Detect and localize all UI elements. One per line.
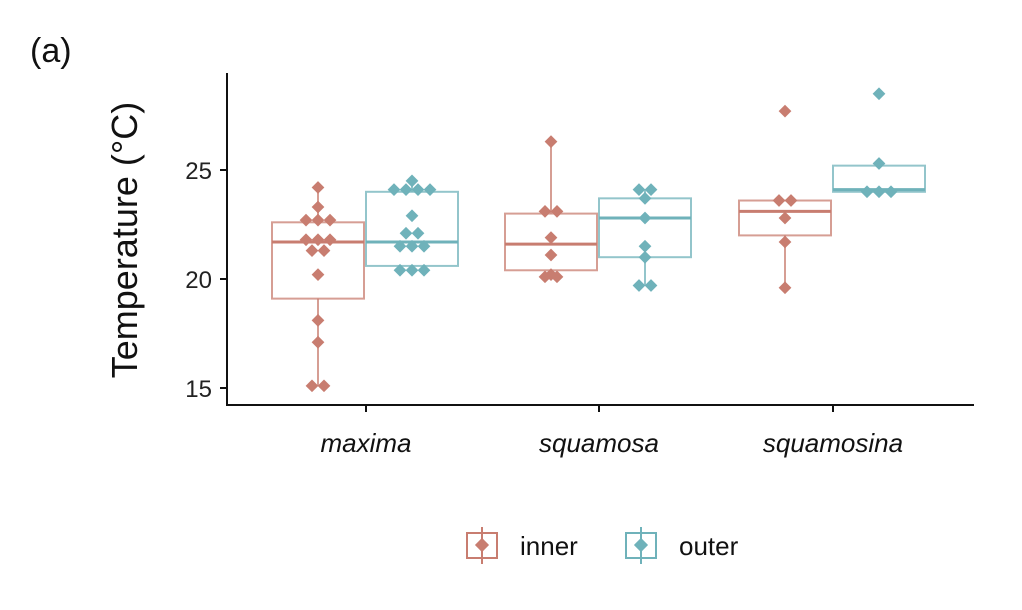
data-point <box>644 279 658 292</box>
legend-key-point <box>474 537 490 553</box>
data-point <box>305 379 319 393</box>
y-axis-label: Temperature (°C) <box>104 102 145 378</box>
legend-label-outer: outer <box>679 531 739 561</box>
data-point <box>544 248 558 262</box>
data-point <box>311 233 325 247</box>
box-outer-squamosina <box>832 87 926 199</box>
box-iqr <box>365 190 459 267</box>
data-point <box>778 211 792 225</box>
data-point <box>305 244 319 258</box>
data-point <box>323 213 337 227</box>
data-point <box>417 239 431 253</box>
data-point <box>860 185 874 199</box>
data-point <box>423 183 437 196</box>
data-point <box>393 263 407 277</box>
data-point <box>323 233 337 247</box>
data-point <box>784 194 798 207</box>
data-point <box>311 213 325 227</box>
data-point <box>405 209 419 223</box>
box-outer-squamosa <box>598 183 692 292</box>
x-tick-label: maxima <box>320 428 411 458</box>
data-point <box>778 235 792 249</box>
data-point <box>638 250 652 264</box>
data-point <box>299 233 313 247</box>
data-point <box>417 263 431 277</box>
data-point <box>632 279 646 292</box>
data-point <box>311 181 325 194</box>
box-inner-squamosina <box>738 104 832 295</box>
data-point <box>405 174 419 188</box>
data-point <box>772 194 786 207</box>
data-point <box>411 226 425 240</box>
legend: inner outer <box>466 527 739 564</box>
x-tick-label: squamosa <box>539 428 659 458</box>
box-outer-maxima <box>365 174 459 277</box>
data-point <box>544 135 558 149</box>
data-point <box>311 200 325 214</box>
data-point <box>411 183 425 196</box>
data-point <box>387 183 401 196</box>
legend-item-inner[interactable]: inner <box>466 527 578 564</box>
data-point <box>544 231 558 244</box>
box-inner-maxima <box>271 181 365 393</box>
panel-label: (a) <box>30 32 72 70</box>
legend-label-inner: inner <box>520 531 578 561</box>
legend-key-point <box>633 537 649 553</box>
data-point <box>299 213 313 227</box>
data-point <box>405 239 419 253</box>
data-point <box>778 281 792 295</box>
data-point <box>778 104 792 118</box>
data-point <box>872 157 886 170</box>
data-point <box>311 268 325 282</box>
data-point <box>311 314 325 327</box>
box-inner-squamosa <box>504 135 598 284</box>
y-tick-label: 25 <box>185 158 212 185</box>
data-point <box>393 239 407 253</box>
data-point <box>399 226 413 240</box>
data-point <box>638 211 652 225</box>
y-tick-label: 15 <box>185 376 212 403</box>
data-point <box>317 244 331 258</box>
data-point <box>311 335 325 349</box>
data-point <box>550 205 564 218</box>
data-point <box>872 87 886 101</box>
data-point <box>399 183 413 196</box>
data-point <box>405 263 419 277</box>
x-tick-label: squamosina <box>763 428 903 458</box>
data-point <box>638 239 652 253</box>
data-point <box>884 185 898 199</box>
data-point <box>872 185 886 199</box>
data-point <box>538 205 552 218</box>
legend-item-outer[interactable]: outer <box>625 527 739 564</box>
y-tick-label: 20 <box>185 267 212 294</box>
data-point <box>317 379 331 393</box>
